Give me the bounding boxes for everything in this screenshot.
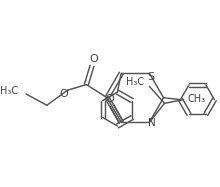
Text: O: O: [106, 94, 114, 104]
Text: CH₃: CH₃: [187, 94, 205, 104]
Text: O: O: [90, 54, 98, 64]
Text: S: S: [147, 72, 154, 82]
Text: O: O: [59, 89, 68, 99]
Text: N: N: [148, 118, 156, 128]
Text: H₃C: H₃C: [126, 77, 144, 87]
Text: H₃C: H₃C: [0, 86, 19, 96]
